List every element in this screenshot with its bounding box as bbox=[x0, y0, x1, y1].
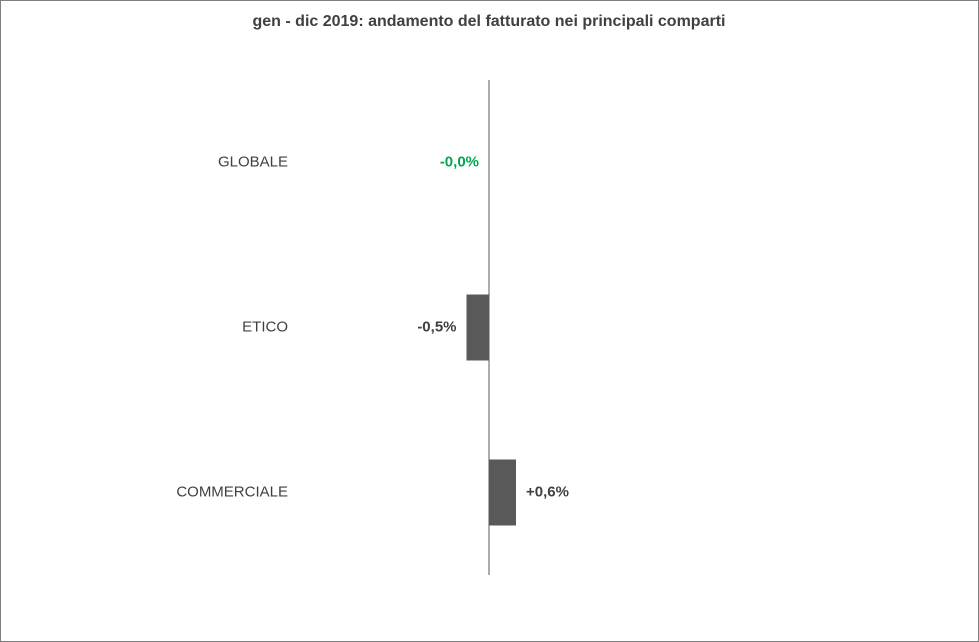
value-label: -0,5% bbox=[417, 318, 456, 335]
category-label: ETICO bbox=[242, 318, 288, 335]
category-label: GLOBALE bbox=[218, 153, 288, 170]
value-label: +0,6% bbox=[526, 483, 569, 500]
bar bbox=[466, 294, 489, 361]
value-label: -0,0% bbox=[440, 153, 479, 170]
chart-title: gen - dic 2019: andamento del fatturato … bbox=[253, 13, 726, 30]
bar bbox=[489, 459, 516, 526]
category-label: COMMERCIALE bbox=[176, 483, 288, 500]
